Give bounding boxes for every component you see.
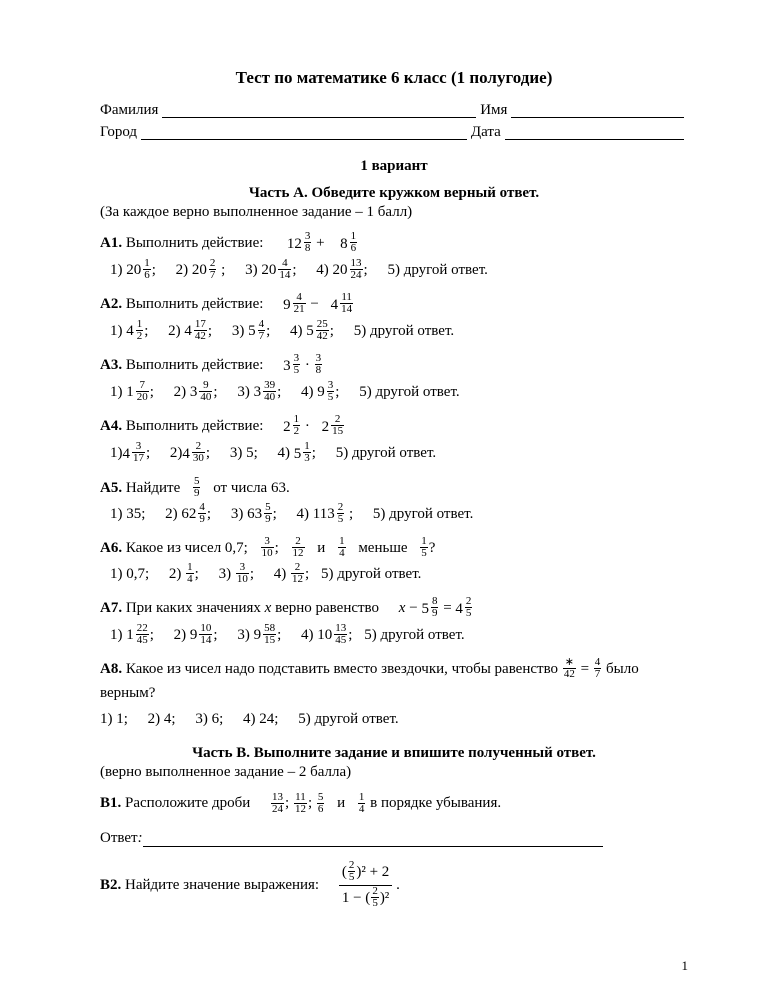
a1-label: А1. bbox=[100, 235, 122, 251]
a6-answers: 1) 0,7; 2) 14; 3) 310; 4) 212; 5) другой… bbox=[110, 562, 688, 586]
part-b-scoring: (верно выполненное задание – 2 балла) bbox=[100, 764, 688, 781]
question-a4: А4. Выполнить действие: 212 · 2215 bbox=[100, 414, 688, 439]
part-a-scoring: (За каждое верно выполненное задание – 1… bbox=[100, 204, 688, 221]
question-b2: В2. Найдите значение выражения: (25)² + … bbox=[100, 861, 688, 910]
b2-expression: (25)² + 2 1 − (25)² bbox=[339, 861, 392, 910]
city-input-line[interactable] bbox=[141, 124, 467, 140]
a1-text: Выполнить действие: bbox=[126, 235, 264, 251]
field-row-1: Фамилия Имя bbox=[100, 102, 688, 120]
question-a7: А7. При каких значениях х верно равенств… bbox=[100, 596, 688, 621]
question-a2: А2. Выполнить действие: 9421 − 41114 bbox=[100, 292, 688, 317]
question-a3: А3. Выполнить действие: 335 · 38 bbox=[100, 353, 688, 378]
question-a1: А1. Выполнить действие: 1238 + 816 bbox=[100, 231, 688, 256]
page-number: 1 bbox=[682, 958, 689, 974]
surname-input-line[interactable] bbox=[162, 102, 476, 118]
date-input-line[interactable] bbox=[505, 124, 684, 140]
name-input-line[interactable] bbox=[511, 102, 684, 118]
surname-label: Фамилия bbox=[100, 102, 158, 120]
answer-row: Ответ: bbox=[100, 830, 688, 847]
a5-answers: 1) 35; 2) 6249; 3) 6359; 4) 11325 ; 5) д… bbox=[110, 502, 688, 527]
a1-answers: 1) 2016; 2) 2027 ; 3) 20414; 4) 201324; … bbox=[110, 258, 688, 283]
question-a5: А5. Найдите 59 от числа 63. bbox=[100, 476, 688, 500]
question-a8: А8. Какое из чисел надо подставить вмест… bbox=[100, 657, 688, 705]
a8-answers: 1) 1; 2) 4; 3) 6; 4) 24; 5) другой ответ… bbox=[100, 707, 688, 731]
page: Тест по математике 6 класс (1 полугодие)… bbox=[0, 0, 768, 994]
page-title: Тест по математике 6 класс (1 полугодие) bbox=[100, 68, 688, 88]
question-a6: А6. Какое из чисел 0,7; 310; 212 и 14 ме… bbox=[100, 536, 688, 560]
a4-answers: 1)4317; 2)4230; 3) 5; 4) 513; 5) другой … bbox=[110, 441, 688, 466]
name-label: Имя bbox=[480, 102, 507, 120]
a2-answers: 1) 412; 2) 41742; 3) 547; 4) 52542; 5) д… bbox=[110, 319, 688, 344]
answer-label: Ответ bbox=[100, 830, 138, 846]
field-row-2: Город Дата bbox=[100, 124, 688, 142]
date-label: Дата bbox=[471, 124, 501, 142]
part-b-header: Часть В. Выполните задание и впишите пол… bbox=[100, 745, 688, 762]
variant-heading: 1 вариант bbox=[100, 158, 688, 175]
city-label: Город bbox=[100, 124, 137, 142]
a3-answers: 1) 1720; 2) 3940; 3) 33940; 4) 935; 5) д… bbox=[110, 380, 688, 405]
b1-answer-line[interactable] bbox=[143, 833, 603, 847]
question-b1: В1. Расположите дроби 1324; 1112; 56 и 1… bbox=[100, 791, 688, 815]
a7-answers: 1) 12245; 2) 91014; 3) 95815; 4) 101345;… bbox=[110, 623, 688, 648]
part-a-header: Часть А. Обведите кружком верный ответ. bbox=[100, 185, 688, 202]
